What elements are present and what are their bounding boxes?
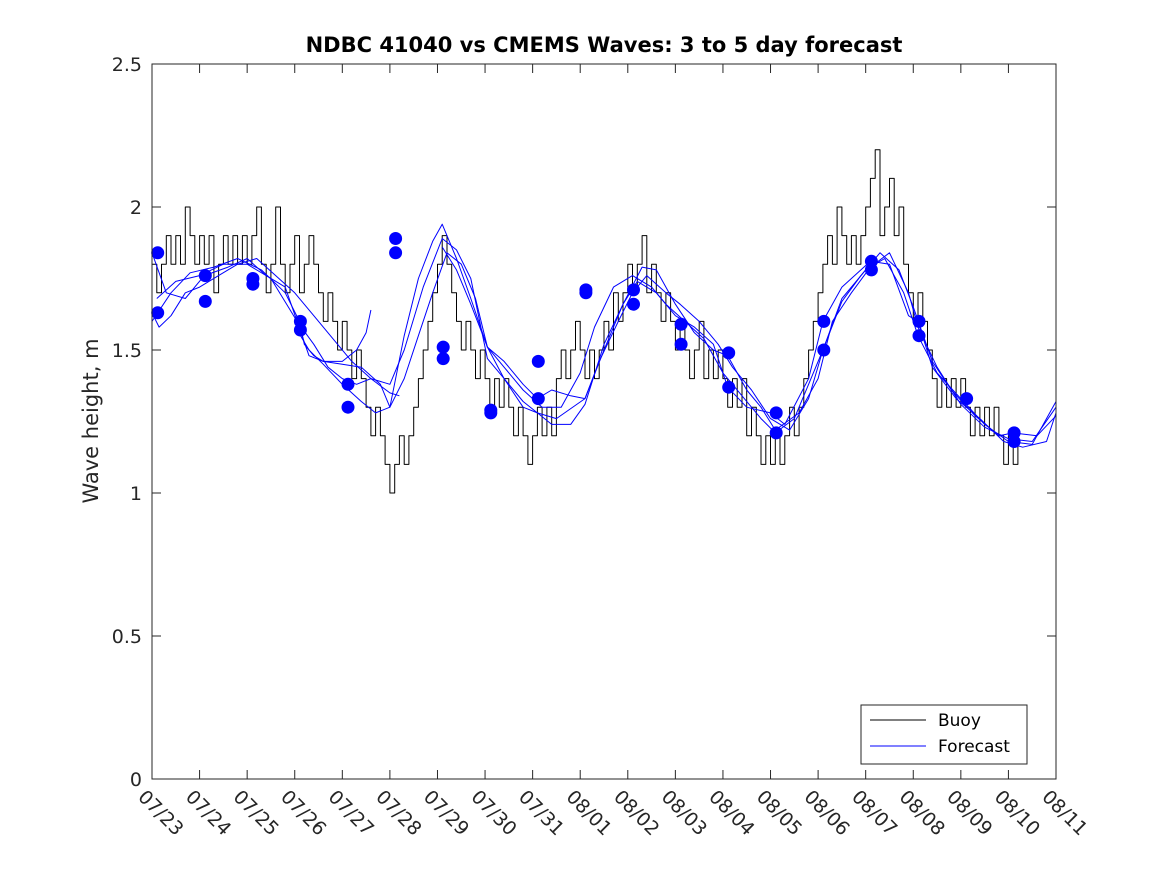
y-tick-label: 0.5 [112,626,142,648]
forecast-marker [769,406,783,420]
y-tick-label: 1.5 [112,340,142,362]
forecast-marker [389,246,403,260]
forecast-marker [1007,435,1021,448]
y-tick-label: 2 [130,197,142,219]
forecast-marker [198,294,212,308]
forecast-marker [246,277,260,291]
forecast-marker [341,400,355,414]
legend-label-buoy: Buoy [938,711,981,731]
forecast-marker [960,392,974,406]
forecast-marker [436,352,450,366]
forecast-marker [722,346,736,360]
forecast-marker [151,306,165,320]
forecast-marker [864,263,878,277]
plot-area [152,64,1056,779]
forecast-marker [912,329,926,343]
forecast-marker [389,232,403,245]
y-tick-label: 1 [130,483,142,505]
forecast-marker [531,392,545,406]
forecast-marker [151,246,165,260]
legend-label-forecast: Forecast [938,737,1010,757]
forecast-marker [627,283,640,297]
forecast-marker [627,297,640,311]
forecast-marker [341,377,355,391]
forecast-marker [674,337,688,351]
y-tick-label: 2.5 [112,54,142,76]
legend: Buoy Forecast [860,704,1028,765]
forecast-marker [579,286,593,300]
forecast-marker [531,354,545,368]
forecast-marker [674,317,688,331]
forecast-marker [484,406,498,420]
data-layer [151,149,1057,494]
forecast-marker [912,314,926,328]
forecast-series-line-3 [156,238,1057,448]
forecast-marker [817,314,831,328]
forecast-marker [198,269,212,283]
forecast-marker [817,343,831,357]
plot-frame [151,63,1057,780]
y-tick-label: 0 [130,769,142,791]
chart-title: NDBC 41040 vs CMEMS Waves: 3 to 5 day fo… [306,33,903,57]
forecast-series-line-1 [151,258,400,397]
buoy-series-line [152,149,1019,494]
forecast-marker [293,323,307,337]
forecast-marker [436,340,450,354]
forecast-marker [769,426,783,440]
forecast-marker [722,380,736,394]
y-axis-title: Wave height, m [79,338,103,503]
legend-box [860,704,1028,765]
